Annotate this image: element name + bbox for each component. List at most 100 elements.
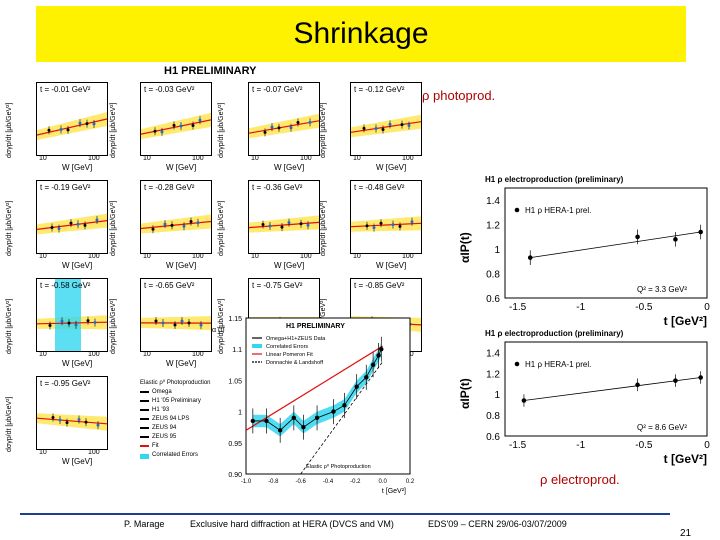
panel-plot-6 xyxy=(141,214,211,234)
panel-t-label: t = -0.75 GeV² xyxy=(252,281,303,290)
electro-x-label: t [GeV²] xyxy=(664,314,707,328)
panel-tick-100: 100 xyxy=(300,253,312,260)
slide-title: Shrinkage xyxy=(293,17,429,50)
alpha-photo-svg: H1 PRELIMINARY 1.15 1.1 1.05 1 0.95 0.90-1.0 -0… xyxy=(212,316,415,495)
electro-y-tick: 1 xyxy=(494,390,500,401)
panel-fit-line xyxy=(37,118,107,136)
panel-point xyxy=(199,323,203,327)
panel-t-label: t = -0.01 GeV² xyxy=(40,85,91,94)
panel-plot-3 xyxy=(249,113,319,139)
electro-y-tick: 1.2 xyxy=(486,369,500,380)
panel-point xyxy=(51,415,55,419)
panel-point xyxy=(96,423,100,427)
legend-swatch xyxy=(140,454,149,459)
panel-fit-line xyxy=(351,121,421,133)
panel-point xyxy=(179,124,183,128)
electro-y-tick: 0.8 xyxy=(486,270,500,281)
x-tick-label: -0.4 xyxy=(323,479,334,485)
panel-3 xyxy=(248,82,320,156)
panel-x-label: W [GeV] xyxy=(376,163,407,172)
legend-entry-label: Omega xyxy=(152,389,172,395)
panel-point xyxy=(287,221,291,225)
panel-tick-100: 100 xyxy=(88,449,100,456)
panel-point xyxy=(173,323,177,327)
data-point xyxy=(277,428,283,433)
electro-point xyxy=(521,398,527,403)
panel-tick-10: 10 xyxy=(39,351,47,358)
panel-fit-line xyxy=(351,222,421,228)
electro-x-tick: -1 xyxy=(576,440,585,451)
panel-plot-13 xyxy=(37,413,107,431)
panel-point xyxy=(58,418,62,422)
title-band: Shrinkage xyxy=(36,6,686,62)
chart-legend-label: Donnachie & Landshoff xyxy=(266,360,324,366)
panel-y-label: dσγp/dt [μb/GeV²] xyxy=(320,200,327,256)
electro-annotation: Q² = 3.3 GeV² xyxy=(637,285,687,294)
electro-legend-marker xyxy=(514,361,520,367)
panel-x-label: W [GeV] xyxy=(376,261,407,270)
panel-x-label: W [GeV] xyxy=(166,261,197,270)
legend-swatch xyxy=(140,436,149,438)
data-point xyxy=(342,403,347,408)
legend-entry-label: ZEUS 94 xyxy=(152,425,177,431)
panel-point xyxy=(182,224,186,228)
panel-10 xyxy=(140,278,212,352)
panel-point xyxy=(151,227,155,231)
legend-entry: Correlated Errors xyxy=(140,451,212,460)
donnachie-landshoff-line xyxy=(300,361,383,475)
panel-point xyxy=(95,218,99,222)
legend-swatch xyxy=(140,391,149,393)
footer-author: P. Marage xyxy=(124,519,165,529)
panel-point xyxy=(263,130,267,134)
data-point xyxy=(331,409,336,414)
panel-point xyxy=(66,128,70,132)
panel-tick-10: 10 xyxy=(353,253,361,260)
panel-point xyxy=(379,221,383,225)
panel-point xyxy=(398,224,402,228)
chart-legend-label: Linear Pomeron Fit xyxy=(266,352,313,358)
panel-tick-100: 100 xyxy=(402,253,414,260)
panel-tick-10: 10 xyxy=(251,253,259,260)
data-point xyxy=(301,425,306,430)
panel-t-label: t = -0.95 GeV² xyxy=(40,379,91,388)
panel-point xyxy=(308,120,312,124)
panel-tick-10: 10 xyxy=(39,449,47,456)
panel-point xyxy=(47,128,51,132)
panel-plot-1 xyxy=(37,112,107,140)
panel-plot-8 xyxy=(351,216,421,232)
legend-entry-label: H1 '93 xyxy=(152,407,170,413)
panel-tick-100: 100 xyxy=(88,351,100,358)
panel-point xyxy=(280,225,284,229)
y-axis-label: α (t) xyxy=(212,327,225,334)
panel-y-label: dσγp/dt [μb/GeV²] xyxy=(218,102,225,158)
legend-entry-label: H1 '05 Preliminary xyxy=(152,398,201,404)
data-point xyxy=(291,415,297,421)
panel-x-label: W [GeV] xyxy=(62,457,93,466)
legend-swatch xyxy=(140,400,149,402)
panel-x-label: W [GeV] xyxy=(274,163,305,172)
electro-x-tick: 0 xyxy=(704,440,710,451)
electro-x-tick: -0.5 xyxy=(635,302,653,313)
panel-2 xyxy=(140,82,212,156)
panel-fit-line xyxy=(37,220,107,230)
panel-band xyxy=(141,214,211,234)
panel-point xyxy=(59,128,63,132)
panel-x-label: W [GeV] xyxy=(62,359,93,368)
data-point xyxy=(370,362,376,367)
panel-plot-9 xyxy=(37,279,107,351)
chart-legend-label: Omega+H1+ZEUS Data xyxy=(266,336,326,342)
panel-point xyxy=(391,223,395,227)
legend-title: Elastic ρ⁰ Photoproduction xyxy=(140,380,211,386)
electro-frame xyxy=(504,341,708,437)
panel-point xyxy=(180,319,184,323)
electro-y-label: αIP(t) xyxy=(458,232,472,263)
panel-point xyxy=(57,227,61,231)
data-point xyxy=(379,347,384,352)
panel-point xyxy=(196,221,200,225)
footer-rule xyxy=(20,513,670,515)
footer-talk: Exclusive hard diffraction at HERA (DVCS… xyxy=(190,519,394,529)
electro-title: H1 ρ electroproduction (preliminary) xyxy=(485,329,624,338)
electro-y-tick: 1.4 xyxy=(486,348,500,359)
data-point xyxy=(264,418,269,424)
panel-plot-5 xyxy=(37,213,107,235)
